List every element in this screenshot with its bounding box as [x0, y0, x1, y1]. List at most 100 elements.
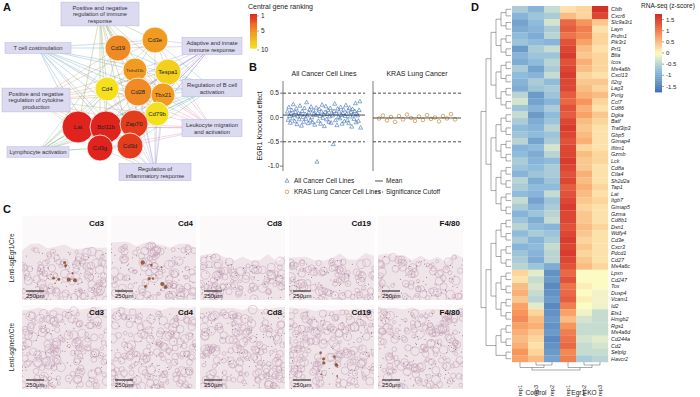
nucleus [53, 339, 54, 340]
nucleus [111, 252, 112, 253]
legend-tick [257, 31, 259, 32]
alveolus [22, 263, 27, 272]
alveolus [24, 274, 31, 281]
nucleus [426, 266, 427, 267]
nucleus [188, 254, 189, 255]
point [339, 105, 343, 109]
nucleus [132, 257, 133, 258]
alveolus [147, 344, 151, 348]
legend-label: Significance Cutoff [386, 188, 440, 196]
alveolus [142, 320, 151, 329]
nucleus [35, 354, 36, 355]
micrograph [289, 216, 374, 300]
nucleus [106, 362, 107, 363]
nucleus [71, 297, 72, 298]
alveolus [87, 262, 95, 270]
nucleus [149, 352, 150, 353]
alveolus [231, 284, 235, 288]
nucleus [160, 311, 161, 312]
alveolus [248, 305, 257, 314]
alveolus [186, 332, 193, 339]
alveolus [335, 266, 343, 274]
alveolus [45, 259, 49, 263]
alveolus [133, 250, 138, 255]
category-line: Positive and negative [8, 91, 63, 97]
point [393, 120, 397, 124]
alveolus [181, 343, 187, 349]
gene-node [87, 135, 113, 161]
nucleus [188, 387, 189, 388]
nucleus [129, 278, 130, 279]
nucleus [181, 296, 182, 297]
alveolus [46, 363, 50, 367]
point [295, 122, 299, 126]
nucleus [211, 287, 212, 288]
point [304, 117, 308, 121]
alveolus [220, 284, 227, 291]
chart-title: All Cancer Cell Lines [292, 70, 357, 77]
nucleus [106, 345, 107, 346]
nucleus [339, 285, 340, 286]
alveolus [83, 264, 87, 268]
nucleus [120, 315, 121, 316]
gene-node [117, 133, 143, 159]
nucleus [193, 298, 194, 299]
alveolus [278, 321, 285, 328]
panel-label: C [3, 203, 11, 215]
point [385, 119, 389, 123]
nucleus [381, 277, 382, 278]
nucleus [189, 281, 190, 282]
alveolus [129, 309, 136, 316]
nucleus [46, 299, 47, 300]
alveolus [142, 370, 148, 376]
nucleus [449, 278, 450, 279]
nucleus [191, 371, 192, 372]
alveolus [98, 353, 104, 359]
point [321, 116, 325, 120]
nucleus [272, 336, 273, 337]
stain [63, 261, 66, 264]
gene-node [145, 102, 169, 126]
alveolus [45, 344, 54, 353]
alveolus [362, 259, 370, 267]
nucleus [169, 291, 170, 292]
nucleus [80, 273, 81, 274]
micrograph [200, 216, 285, 300]
nucleus [401, 292, 402, 293]
nucleus [207, 265, 208, 266]
nucleus [164, 265, 165, 266]
alveolus [440, 283, 447, 290]
alveolus [263, 328, 266, 331]
alveolus [86, 381, 92, 387]
point [305, 100, 309, 104]
alveolus [180, 356, 183, 359]
nucleus [123, 338, 124, 339]
alveolus [186, 359, 192, 365]
nucleus [418, 282, 419, 283]
nucleus [186, 254, 187, 255]
y-tick [280, 166, 283, 167]
nucleus [339, 290, 340, 291]
alveolus [55, 327, 60, 332]
alveolus [118, 308, 125, 315]
point [352, 117, 356, 121]
nucleus [116, 313, 117, 314]
nucleus [357, 298, 358, 299]
nucleus [152, 387, 153, 388]
nucleus [37, 284, 38, 285]
nucleus [151, 387, 152, 388]
nucleus [219, 363, 220, 364]
category-line: regulation of cytokine [9, 97, 64, 103]
nucleus [222, 326, 223, 327]
nucleus [38, 335, 39, 336]
alveolus [68, 315, 76, 323]
alveolus [238, 280, 241, 283]
alveolus [52, 321, 58, 327]
stain [67, 277, 71, 281]
nucleus [150, 318, 151, 319]
alveolus [399, 264, 407, 272]
scale-bar [26, 380, 44, 381]
nucleus [87, 296, 88, 297]
alveolus [95, 368, 102, 375]
nucleus [332, 262, 333, 263]
